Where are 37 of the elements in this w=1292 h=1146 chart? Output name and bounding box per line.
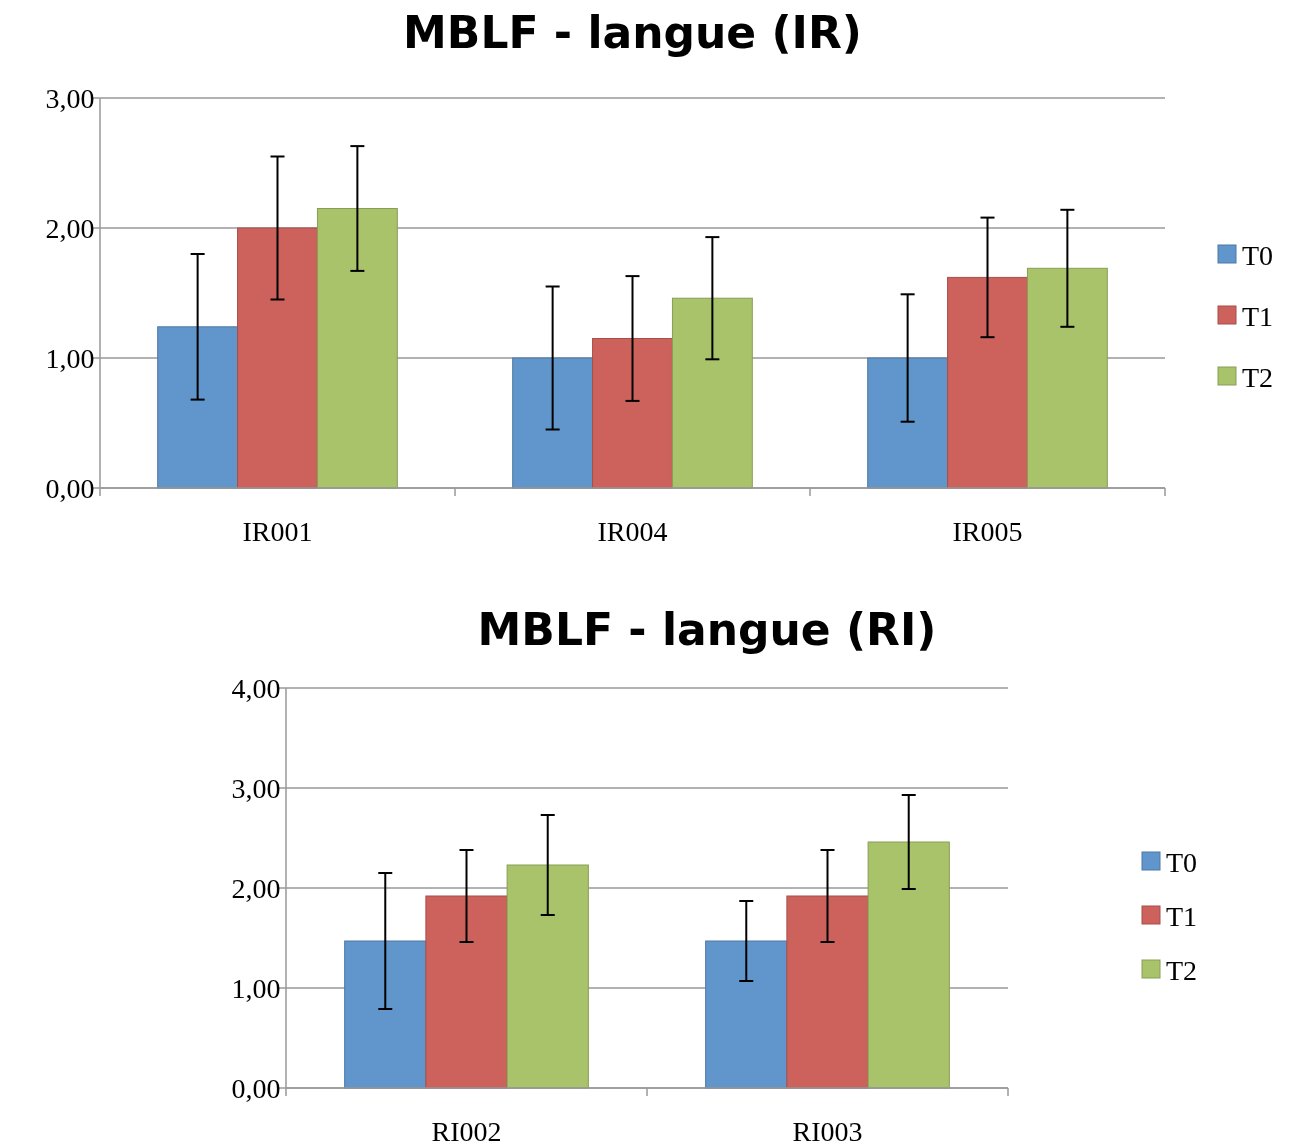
legend-label: T2	[1166, 955, 1198, 986]
bar	[947, 276, 1028, 489]
legend-label: T1	[1166, 901, 1198, 932]
legend-label: T0	[1242, 240, 1274, 271]
x-tick-label: IR005	[952, 516, 1023, 547]
y-tick-label: 2,00	[231, 873, 281, 904]
legend-label: T2	[1242, 362, 1274, 393]
y-tick-label: 3,00	[45, 83, 95, 114]
x-tick-label: IR004	[597, 516, 668, 547]
bar	[1026, 267, 1108, 489]
bar	[316, 208, 398, 489]
bar	[705, 940, 788, 1089]
legend-label: T1	[1242, 301, 1274, 332]
y-tick-label: 3,00	[231, 773, 281, 804]
y-tick-label: 1,00	[45, 343, 95, 374]
x-tick-label: RI002	[431, 1116, 502, 1146]
x-tick-label: IR001	[242, 516, 313, 547]
bar	[344, 940, 427, 1089]
bar	[512, 357, 594, 489]
bar	[506, 864, 589, 1089]
x-tick-label: RI003	[792, 1116, 863, 1146]
legend-label: T0	[1166, 847, 1198, 878]
bar	[867, 841, 950, 1089]
bar	[157, 326, 239, 489]
y-tick-label: 2,00	[45, 213, 95, 244]
bar	[237, 227, 318, 489]
bar	[425, 895, 508, 1089]
bar	[867, 357, 949, 489]
y-tick-label: 1,00	[231, 973, 281, 1004]
y-tick-label: 0,00	[45, 473, 95, 504]
chart-title: MBLF - langue (RI)	[477, 604, 937, 655]
y-tick-label: 4,00	[231, 673, 281, 704]
bar	[592, 338, 673, 489]
bar	[786, 895, 869, 1089]
y-tick-label: 0,00	[231, 1073, 281, 1104]
chart-title: MBLF - langue (IR)	[403, 7, 862, 58]
bar	[671, 297, 753, 489]
